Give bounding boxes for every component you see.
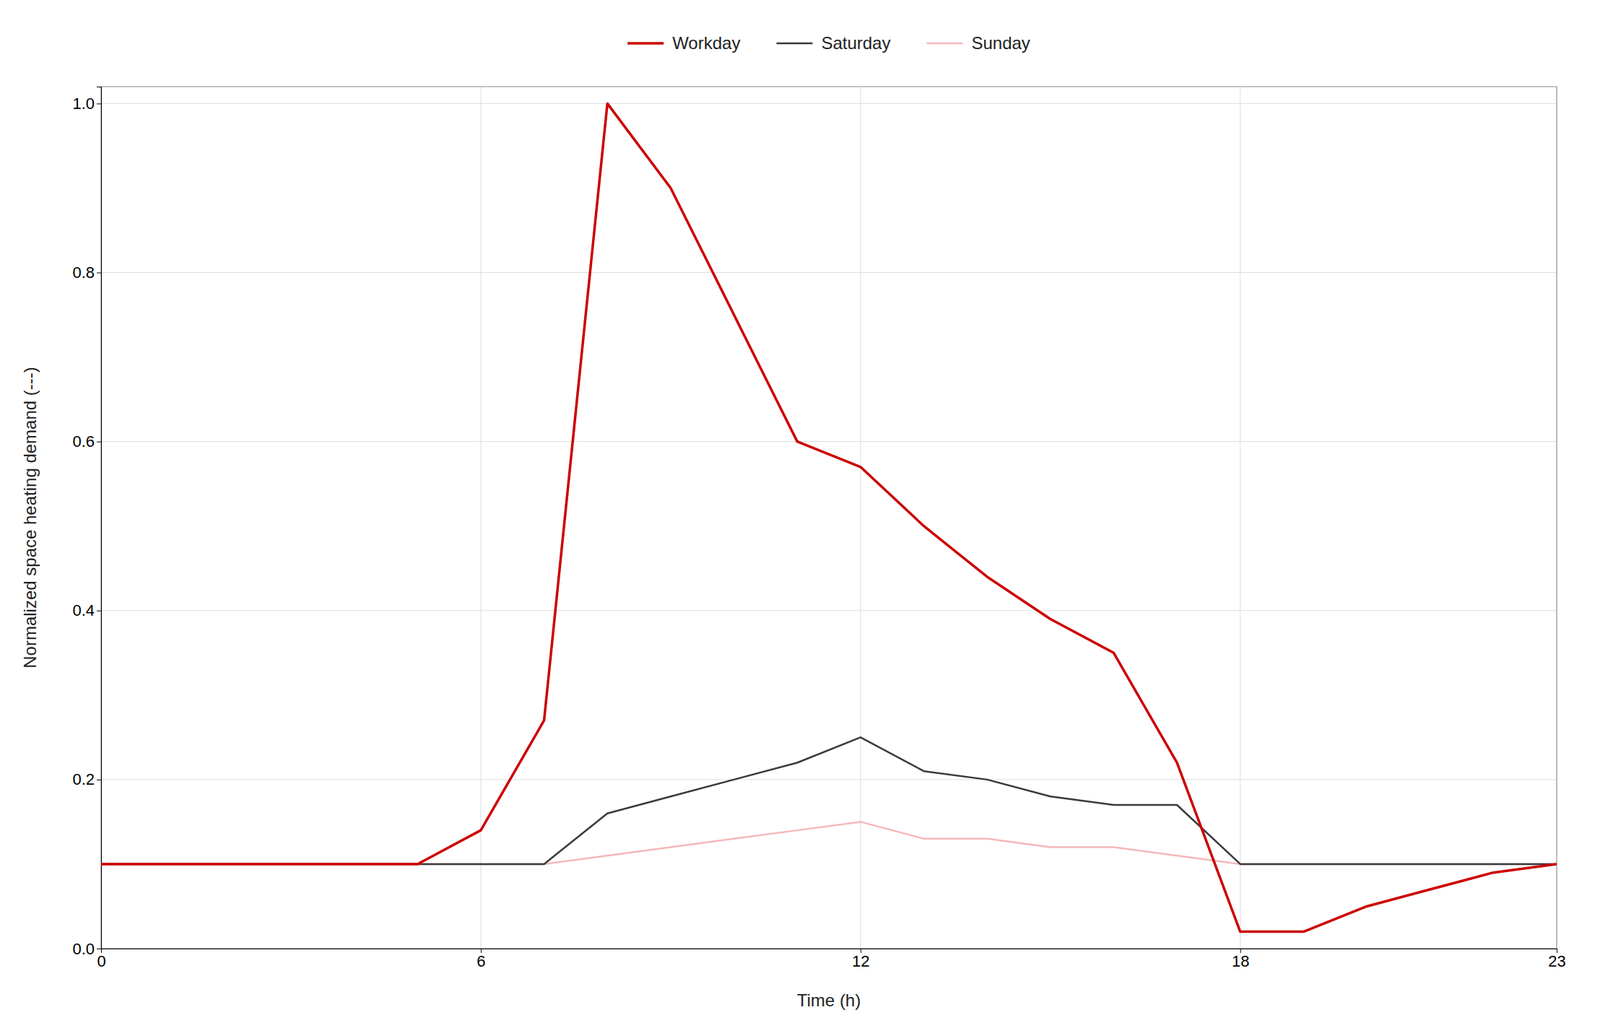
tick-label: 23 xyxy=(1548,952,1566,971)
tick-label: 6 xyxy=(476,952,486,971)
axis-line xyxy=(101,949,1558,954)
legend-swatch xyxy=(776,42,813,45)
tick-mark xyxy=(96,272,102,274)
tick-mark xyxy=(96,610,102,612)
x-axis-title: Time (h) xyxy=(797,990,861,1011)
tick-label: 1.0 xyxy=(72,94,95,113)
tick-label: 12 xyxy=(851,952,870,971)
tick: 0 xyxy=(96,948,106,971)
legend-swatch xyxy=(627,41,664,45)
tick-label: 0.8 xyxy=(72,263,95,282)
y-axis: 0.0 0.2 0.4 0.6 0.8 1.0 xyxy=(72,87,102,959)
tick-label: 0.4 xyxy=(72,601,95,620)
tick-mark xyxy=(96,103,102,104)
x-axis: 0 6 12 18 23 xyxy=(96,948,1566,971)
tick-label: 18 xyxy=(1231,952,1250,971)
plot-frame xyxy=(101,86,1557,949)
series-line xyxy=(101,103,1557,932)
tick: 0.4 xyxy=(72,601,102,620)
grid-line xyxy=(1239,86,1241,949)
y-axis-title: Normalized space heating demand (---) xyxy=(20,366,40,669)
tick: 0.2 xyxy=(72,770,102,789)
tick: 0.6 xyxy=(72,432,102,451)
plot: 0 6 12 18 23 0.0 0.2 0.4 0.6 0.8 1.0 Time (h) Normal… xyxy=(20,86,1567,1011)
tick: 0.8 xyxy=(72,263,102,282)
legend-item: Sunday xyxy=(926,33,1030,53)
chart: 0 6 12 18 23 0.0 0.2 0.4 0.6 0.8 1.0 Time (h) Normal… xyxy=(0,0,1600,1028)
grid-line xyxy=(480,86,481,949)
tick-label: 0.6 xyxy=(72,432,95,451)
tick: 12 xyxy=(851,948,870,971)
legend-swatch xyxy=(926,42,963,45)
legend-item: Saturday xyxy=(776,33,891,53)
grid xyxy=(101,86,1557,949)
tick: 1.0 xyxy=(72,94,102,113)
grid-line xyxy=(101,610,1557,611)
series-line xyxy=(101,821,1557,865)
series-line xyxy=(101,737,1557,865)
tick-label: 0.0 xyxy=(72,940,95,959)
grid-line xyxy=(101,779,1557,780)
series-group xyxy=(101,103,1557,932)
tick: 23 xyxy=(1548,948,1566,971)
legend-label: Workday xyxy=(672,33,741,53)
tick: 18 xyxy=(1231,948,1250,971)
grid-line xyxy=(101,272,1557,273)
grid-line xyxy=(859,86,861,949)
axis-line xyxy=(96,87,102,950)
legend-label: Saturday xyxy=(820,33,891,53)
grid-line xyxy=(101,103,1557,104)
tick: 0.0 xyxy=(72,940,102,959)
legend: Workday Saturday Sunday xyxy=(627,33,1031,53)
tick: 6 xyxy=(476,948,486,971)
legend-item: Workday xyxy=(627,33,741,53)
tick-label: 0.2 xyxy=(72,770,95,789)
tick-mark xyxy=(96,779,102,781)
legend-label: Sunday xyxy=(971,33,1030,53)
grid-line xyxy=(101,441,1557,442)
tick-label: 0 xyxy=(96,952,106,971)
tick-mark xyxy=(96,441,102,443)
tick-mark xyxy=(96,948,102,950)
